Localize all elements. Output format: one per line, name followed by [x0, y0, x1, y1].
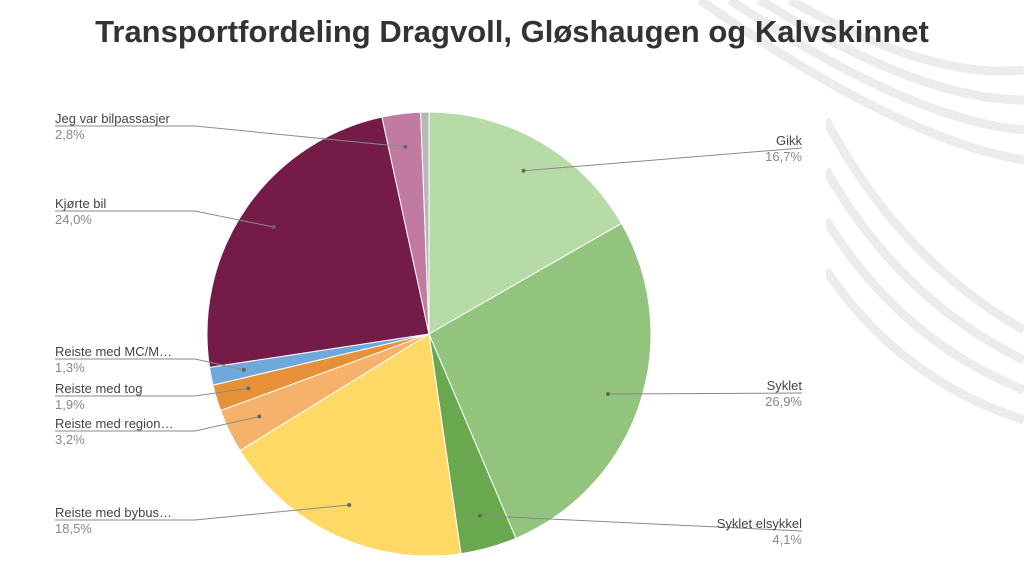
slice-value-label: 2,8% — [55, 127, 85, 142]
callout-line — [607, 392, 803, 395]
pie-slice — [206, 116, 430, 368]
callout-line — [55, 416, 260, 432]
callout-dot — [403, 144, 408, 149]
callout-line — [55, 504, 350, 521]
slice-value-label: 4,1% — [772, 532, 802, 547]
slice-label: Syklet elsykkel — [717, 516, 802, 531]
callout-dot — [241, 367, 246, 372]
callout-line — [55, 358, 244, 371]
callout-dot — [271, 225, 276, 229]
slice-label: Gikk — [776, 133, 803, 148]
callout-dot — [521, 168, 526, 173]
slice-label: Reiste med region… — [55, 416, 174, 431]
slice-label: Kjørte bil — [55, 196, 106, 211]
callout-dot — [246, 386, 251, 391]
callout-dot — [605, 392, 610, 396]
pie-slice — [428, 222, 652, 539]
callout-line — [523, 147, 803, 172]
callout-line — [55, 387, 249, 397]
slice-value-label: 24,0% — [55, 212, 92, 227]
pie-slice — [420, 111, 430, 335]
slice-value-label: 26,9% — [765, 394, 802, 409]
slice-value-label: 18,5% — [55, 521, 92, 536]
callout-line — [55, 125, 406, 148]
slice-label: Reiste med tog — [55, 381, 142, 396]
slice-label: Syklet — [767, 378, 803, 393]
pie-slice — [239, 333, 462, 557]
slice-label: Reiste med MC/M… — [55, 344, 172, 359]
slice-label: Reiste med bybus… — [55, 505, 172, 520]
slice-value-label: 16,7% — [765, 149, 802, 164]
slice-value-label: 1,3% — [55, 360, 85, 375]
callout-dot — [477, 513, 482, 518]
slice-label: Jeg var bilpassasjer — [55, 111, 171, 126]
slice-value-label: 3,2% — [55, 432, 85, 447]
callout-dot — [257, 414, 262, 419]
slice-value-label: 1,9% — [55, 397, 85, 412]
slide-title: Transportfordeling Dragvoll, Gløshaugen … — [95, 14, 929, 49]
callout-line — [55, 210, 274, 228]
callout-line — [479, 515, 803, 532]
callout-dot — [347, 503, 352, 507]
pie-slices — [206, 111, 652, 557]
pie-slice — [428, 111, 623, 335]
